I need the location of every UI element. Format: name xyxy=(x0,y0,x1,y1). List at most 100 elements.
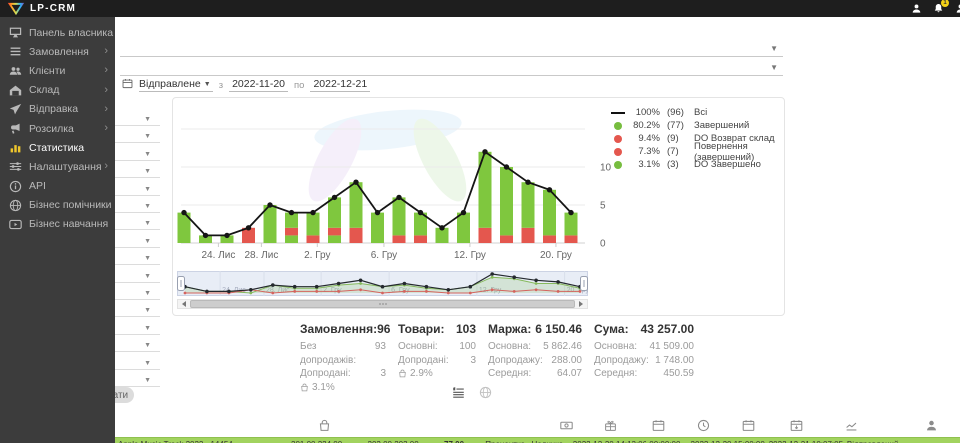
orders-chart[interactable]: 0 5 10 24. Лис 28. Лис 2. Гру 6. Гру 12. Г… xyxy=(173,98,784,315)
filter-select-9[interactable]: ▼ xyxy=(78,249,160,266)
chart-column-icon[interactable] xyxy=(845,419,858,432)
stat-row: Середня: 450.59 xyxy=(594,368,694,379)
chevron-right-icon: › xyxy=(104,102,108,115)
legend-item[interactable]: 7.3% (7) Повернення (завершений) xyxy=(611,141,784,163)
chart-navigator[interactable]: 24. Лис 28. Лис 2. Гру 6. Гру 12. Гру 20… xyxy=(177,271,588,296)
notifications-bell-icon[interactable]: 1 xyxy=(933,0,949,14)
banknote-column-icon[interactable] xyxy=(560,419,573,432)
stat-col-4: Сума: 43 257.00 Основна: 41 509.00 Допрода… xyxy=(594,322,694,394)
sidebar-item-business-helpers[interactable]: Бізнес помічники xyxy=(0,196,115,215)
brand-name: LP-CRM xyxy=(30,3,77,14)
chevron-down-icon: ▼ xyxy=(144,116,151,123)
filter-select-11[interactable]: ▼ xyxy=(78,284,160,300)
statistics-chart-card: 0 5 10 24. Лис 28. Лис 2. Гру 6. Гру 12. Г… xyxy=(172,97,785,316)
scroll-left-arrow-icon[interactable] xyxy=(178,300,190,308)
lp-crm-logo-icon xyxy=(7,2,25,15)
list-view-toggle[interactable] xyxy=(452,386,465,399)
clock-column-icon[interactable] xyxy=(697,419,710,432)
top-select-2[interactable]: ▼ xyxy=(120,58,783,76)
person-column-icon[interactable] xyxy=(925,419,938,432)
legend-swatch-icon xyxy=(611,111,625,114)
legend-swatch-icon xyxy=(611,134,625,143)
scrollbar-thumb[interactable] xyxy=(190,300,575,308)
chevron-down-icon: ▼ xyxy=(144,324,151,332)
basket-column-icon[interactable] xyxy=(318,419,331,432)
svg-text:5: 5 xyxy=(600,201,606,212)
filter-select-7[interactable]: ▼ xyxy=(78,214,160,231)
legend-item[interactable]: 100% (96) Всі xyxy=(611,106,784,119)
filter-select-1[interactable]: ▼ xyxy=(78,110,160,126)
filter-select-2[interactable]: ▼ xyxy=(78,127,160,144)
from-label: з xyxy=(218,80,224,91)
notification-badge: 1 xyxy=(941,0,949,7)
svg-text:2. Гру: 2. Гру xyxy=(304,250,330,261)
sidebar-item-label: Клієнти xyxy=(29,64,66,77)
order-row-completed[interactable]: Apple Music Track 2022 · 14454201.00 224… xyxy=(115,437,960,443)
stat-col-2: Товари: 103 Основні: 100 Допродані: 3 2.9% xyxy=(398,322,476,394)
stat-row: Допродані: 3 xyxy=(398,354,476,366)
chart-legend: 100% (96) Всі 80.2% (77) Завершений 9.4%… xyxy=(611,106,784,171)
order-cell: 202.00 203.00 xyxy=(365,438,442,443)
order-cell: 201.00 224.00 xyxy=(288,438,365,443)
stat-row: Допродажу: 288.00 xyxy=(488,354,582,366)
order-cell: 00:00:00 xyxy=(646,438,687,443)
filter-select-16[interactable]: ▼ xyxy=(78,371,160,387)
filter-select-10[interactable]: ▼ xyxy=(78,267,160,283)
scrollbar-grip xyxy=(379,303,386,305)
sidebar-item-shipping[interactable]: Відправка › xyxy=(0,100,115,119)
svg-text:2. Гру: 2. Гру xyxy=(323,287,342,294)
chevron-right-icon: › xyxy=(104,83,108,96)
stat-col-3: Маржа: 6 150.46 Основна: 5 862.46 Допродаж… xyxy=(488,322,582,394)
sidebar-item-statistics[interactable]: Статистика xyxy=(0,138,115,157)
filter-select-12[interactable]: ▼ xyxy=(78,301,160,318)
chevron-right-icon: › xyxy=(104,64,108,77)
legend-item[interactable]: 9.4% (9) DO Возврат склад xyxy=(611,132,784,145)
sidebar-item-settings[interactable]: Налаштування › xyxy=(0,157,115,176)
stat-row: Допродані: 3 xyxy=(300,368,386,379)
sidebar-item-business-training[interactable]: Бізнес навчання xyxy=(0,215,115,234)
legend-item[interactable]: 3.1% (3) DO Завершено xyxy=(611,158,784,171)
top-select-1[interactable]: ▼ xyxy=(120,39,783,57)
filter-select-5[interactable]: ▼ xyxy=(78,180,160,196)
sidebar-item-clients[interactable]: Клієнти › xyxy=(0,61,115,80)
chevron-down-icon: ▼ xyxy=(203,80,211,88)
scroll-right-arrow-icon[interactable] xyxy=(575,300,587,308)
sidebar-item-api[interactable]: API xyxy=(0,177,115,196)
filter-select-6[interactable]: ▼ xyxy=(78,197,160,213)
sidebar-item-label: Замовлення xyxy=(29,45,89,58)
filter-select-13[interactable]: ▼ xyxy=(78,319,160,335)
chart-scrollbar[interactable] xyxy=(177,299,588,309)
gift-column-icon[interactable] xyxy=(604,419,617,432)
filter-select-14[interactable]: ▼ xyxy=(78,336,160,353)
orders-icon xyxy=(9,45,22,58)
date-to-input[interactable]: 2022-12-21 xyxy=(310,78,371,92)
calendar-arrow-column-icon[interactable] xyxy=(790,419,803,432)
calendar-column-icon[interactable] xyxy=(742,419,755,432)
globe-view-toggle[interactable] xyxy=(479,386,492,399)
calendar-column-icon[interactable] xyxy=(652,419,665,432)
filter-select-4[interactable]: ▼ xyxy=(78,162,160,179)
legend-swatch-icon xyxy=(611,147,625,156)
sidebar-item-orders[interactable]: Замовлення › xyxy=(0,42,115,61)
profile-icon[interactable] xyxy=(955,3,960,14)
sidebar-item-owner-panel[interactable]: Панель власника xyxy=(0,23,115,42)
shipping-icon xyxy=(9,103,22,116)
filter-select-3[interactable]: ▼ xyxy=(78,145,160,161)
orders-table-header xyxy=(115,415,960,437)
date-type-select[interactable]: Відправлене ▼ xyxy=(139,78,213,92)
stats-summary: Замовлення: 96 Без допродажів: 93 Допродан… xyxy=(300,322,694,394)
svg-text:28. Лис: 28. Лис xyxy=(266,287,290,294)
sidebar-item-warehouse[interactable]: Склад › xyxy=(0,81,115,100)
date-type-value: Відправлене xyxy=(139,78,201,90)
svg-text:20. Гру: 20. Гру xyxy=(540,250,572,261)
filter-select-8[interactable]: ▼ xyxy=(78,232,160,248)
filter-select-15[interactable]: ▼ xyxy=(78,354,160,370)
chevron-down-icon: ▼ xyxy=(144,168,151,176)
brand-logo[interactable]: LP-CRM xyxy=(0,2,76,16)
sidebar-item-mailing[interactable]: Розсилка › xyxy=(0,119,115,138)
user-icon[interactable] xyxy=(911,3,922,14)
legend-item[interactable]: 80.2% (77) Завершений xyxy=(611,119,784,132)
date-from-input[interactable]: 2022-11-20 xyxy=(229,78,289,92)
order-cell: Наличка xyxy=(529,438,570,443)
chevron-down-icon: ▼ xyxy=(144,377,151,384)
